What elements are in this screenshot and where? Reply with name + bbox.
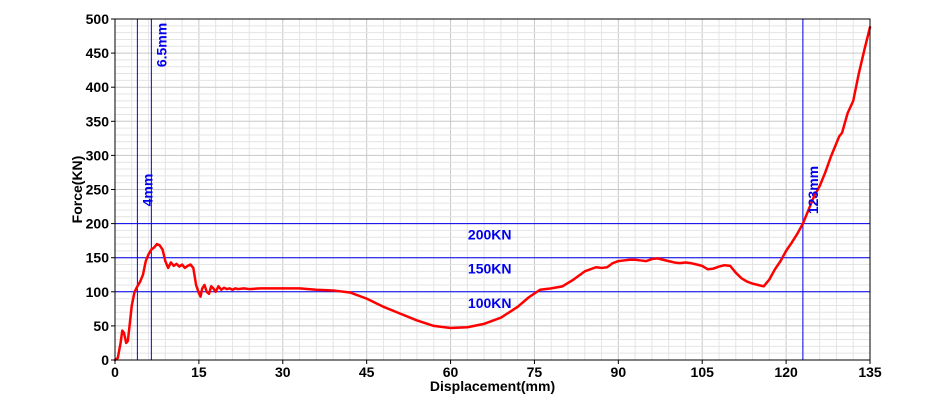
x-tick-label: 105 bbox=[691, 364, 715, 380]
reference-label-y: 150KN bbox=[468, 261, 512, 277]
reference-label-y: 200KN bbox=[468, 227, 512, 243]
ref-labels-layer: 4mm 6.5mm 123mm 200KN 150KN 100KN bbox=[139, 23, 821, 311]
axes-layer: 0 15 30 45 60 75 90 105 120 135 0 50 100 150 200 250 300… bbox=[86, 11, 882, 380]
x-tick-label: 0 bbox=[111, 364, 119, 380]
reference-label-x: 4mm bbox=[139, 174, 155, 207]
series-layer bbox=[113, 25, 872, 362]
x-tick-label: 15 bbox=[191, 364, 207, 380]
y-tick-label: 50 bbox=[93, 318, 109, 334]
y-tick-label: 250 bbox=[86, 182, 110, 198]
x-tick-label: 135 bbox=[858, 364, 882, 380]
x-tick-label: 120 bbox=[774, 364, 798, 380]
y-tick-label: 450 bbox=[86, 45, 110, 61]
y-tick-label: 500 bbox=[86, 11, 110, 27]
y-tick-label: 300 bbox=[86, 147, 110, 163]
reference-label-x: 6.5mm bbox=[153, 23, 169, 67]
reference-lines bbox=[115, 19, 870, 360]
x-tick-label: 45 bbox=[359, 364, 375, 380]
x-tick-label: 75 bbox=[527, 364, 543, 380]
y-tick-label: 400 bbox=[86, 79, 110, 95]
reference-label-y: 100KN bbox=[468, 295, 512, 311]
y-tick-label: 100 bbox=[86, 284, 110, 300]
x-axis-label: Displacement(mm) bbox=[430, 378, 555, 394]
y-tick-label: 0 bbox=[101, 352, 109, 368]
y-axis-label: Force(KN) bbox=[69, 156, 85, 224]
y-tick-label: 350 bbox=[86, 113, 110, 129]
x-tick-label: 30 bbox=[275, 364, 291, 380]
x-tick-label: 90 bbox=[611, 364, 627, 380]
series-line-force bbox=[113, 25, 872, 362]
y-tick-label: 200 bbox=[86, 216, 110, 232]
y-tick-label: 150 bbox=[86, 250, 110, 266]
reference-label-x: 123mm bbox=[805, 166, 821, 214]
x-tick-label: 60 bbox=[443, 364, 459, 380]
